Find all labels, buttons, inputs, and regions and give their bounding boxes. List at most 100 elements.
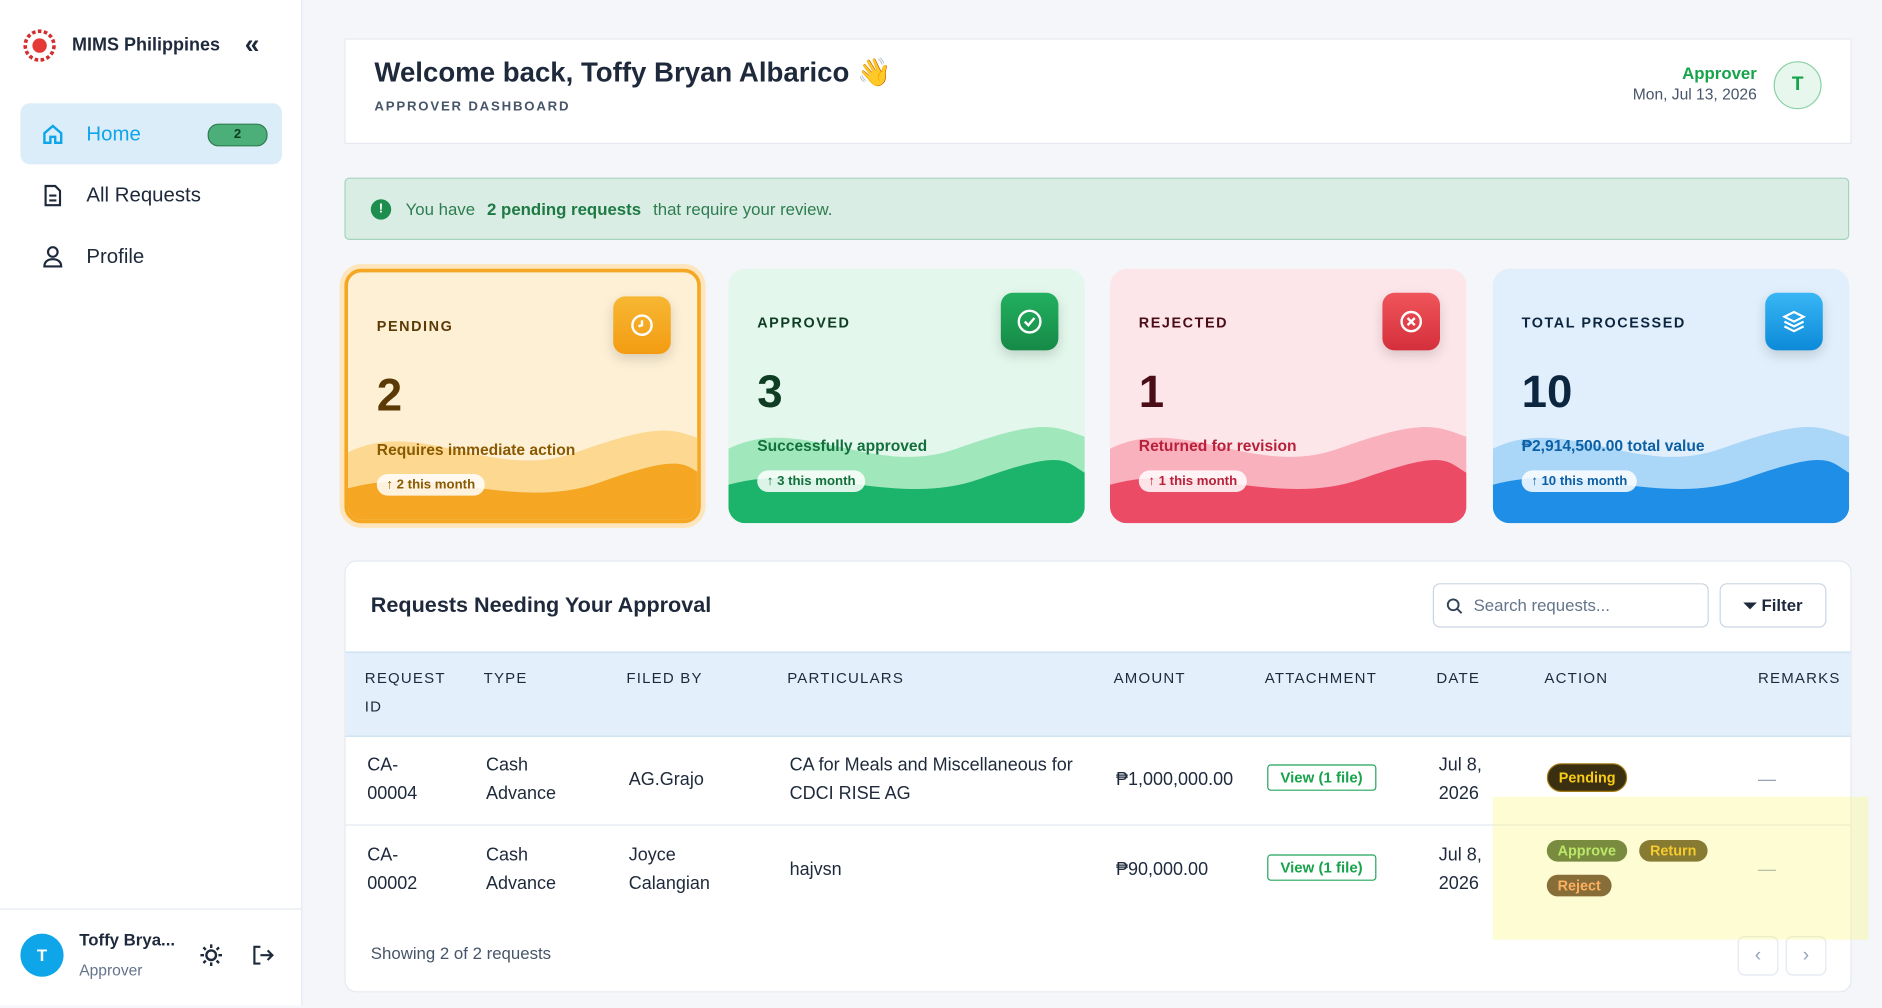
stat-trend: ↑ 10 this month [1521,470,1637,493]
user-name: Toffy Brya... [79,930,176,950]
current-date: Mon, Jul 13, 2026 [1632,85,1757,104]
cell-filed-by: Joyce Calangian [629,826,749,915]
table-footer: Showing 2 of 2 requests [370,943,552,963]
sidebar: MIMS Philippines « Home 2 All Requests P… [0,0,303,1006]
wave [348,430,698,520]
user-role: Approver [1682,63,1757,83]
cell-text: Cash Advance [486,754,557,805]
column-header: TYPE [483,669,528,687]
cell-filed-by: AG.Grajo [629,736,749,825]
cell-text: hajvsn [789,859,842,880]
prev-page[interactable]: ‹ [1737,936,1779,976]
nav-label: Home [86,121,141,145]
stat-card: PENDING 2 Requires immediate action ↑ 2 thi… [344,268,701,524]
column-header: AMOUNT [1113,669,1186,687]
header-avatar: T [1773,61,1822,110]
cell-text: Jul 8, 2026 [1438,844,1482,895]
logout-button[interactable] [251,943,275,967]
stat-icon [613,296,671,354]
attachment-link[interactable]: View (1 file) [1267,854,1376,881]
cell-amount: ₱1,000,000.00 [1116,736,1272,825]
stat-value: 10 [1521,367,1573,418]
cell-text: ₱1,000,000.00 [1116,769,1234,790]
nav-label: All Requests [86,183,201,206]
wave [1492,426,1850,524]
alert: ! You have 2 pending requests that requi… [344,177,1850,241]
stat-trend: ↑ 2 this month [376,474,485,496]
brand: MIMS Philippines [72,34,221,56]
cell-date: Jul 8, 2026 [1439,736,1511,825]
cell-id: CA-00002 [367,826,439,915]
filter-button[interactable]: ⏷ Filter [1719,583,1827,628]
action-button[interactable]: Approve [1546,840,1627,862]
cell-type: Cash Advance [486,826,594,915]
welcome-title: Welcome back, Toffy Bryan Albarico 👋 [374,56,892,88]
column-header: PARTICULARS [787,669,905,687]
alert-text: that require your review. [653,199,833,219]
wave [728,426,1085,524]
wave [1110,426,1467,524]
user-avatar: T [20,933,64,977]
stat-trend: ↑ 1 this month [1138,470,1247,493]
cell-text: CA-00004 [367,754,418,805]
requests-card: Requests Needing Your Approval Search re… [344,560,1852,993]
cell-text: CA-00002 [367,844,418,895]
action-button[interactable]: Return [1639,840,1708,862]
search-input[interactable]: Search requests... [1432,583,1709,628]
cell-text: AG.Grajo [628,769,704,790]
attachment-link[interactable]: View (1 file) [1267,764,1376,791]
row-divider [345,824,1851,826]
column-header: REQUEST ID [364,669,446,716]
stat-card: TOTAL PROCESSED 10 ₱2,914,500.00 total val… [1492,268,1850,524]
cell-particulars: CA for Meals and Miscellaneous for CDCI … [790,736,1078,825]
stat-desc: Requires immediate action [376,440,576,459]
cell-date: Jul 8, 2026 [1439,826,1511,915]
theme-toggle[interactable] [199,943,223,967]
cell-id: CA-00004 [367,736,439,825]
nav-label: Profile [86,244,145,267]
nav-badge: 2 [207,123,268,147]
column-header: REMARKS [1758,669,1841,687]
stat-value: 3 [757,367,783,418]
cell-amount: ₱90,000.00 [1116,826,1272,915]
table-title: Requests Needing Your Approval [370,592,712,617]
logo [23,29,56,62]
column-header: ATTACHMENT [1264,669,1378,687]
stat-icon [1000,292,1059,351]
stat-icon [1765,292,1823,351]
collapse-button[interactable]: « [244,28,260,59]
stat-label: TOTAL PROCESSED [1521,314,1686,332]
nav-profile[interactable]: Profile [20,226,282,287]
user-role: Approver [79,961,143,980]
cell-particulars: hajvsn [790,826,1078,915]
stat-icon [1382,292,1440,351]
nav-home[interactable]: Home 2 [20,103,283,165]
column-header: DATE [1436,669,1481,687]
stat-desc: Successfully approved [757,436,928,455]
stat-card: REJECTED 1 Returned for revision ↑ 1 this m… [1110,268,1467,524]
cell-remarks: — [1758,859,1777,880]
filter-label: Filter [1761,595,1803,615]
next-page[interactable]: › [1785,936,1827,976]
action-button[interactable]: Reject [1546,874,1612,897]
status-badge: Pending [1546,763,1628,793]
column-header: ACTION [1544,669,1609,687]
stat-value: 1 [1138,367,1165,418]
search-placeholder: Search requests... [1473,595,1610,615]
stat-label: APPROVED [757,314,851,332]
highlight-overlay [1492,796,1869,940]
stat-value: 2 [376,370,403,422]
stat-label: PENDING [376,318,454,335]
stat-trend: ↑ 3 this month [757,470,866,493]
cell-remarks: — [1758,769,1777,790]
cell-text: Cash Advance [486,844,557,895]
stat-desc: Returned for revision [1138,436,1297,455]
stat-card: APPROVED 3 Successfully approved ↑ 3 this m… [728,268,1085,524]
cell-text: Jul 8, 2026 [1438,754,1482,805]
nav-requests[interactable]: All Requests [20,164,282,225]
dashboard-subtitle: APPROVER DASHBOARD [374,99,571,115]
column-header: FILED BY [626,669,703,687]
stat-label: REJECTED [1138,314,1229,332]
stat-desc: ₱2,914,500.00 total value [1521,436,1705,455]
